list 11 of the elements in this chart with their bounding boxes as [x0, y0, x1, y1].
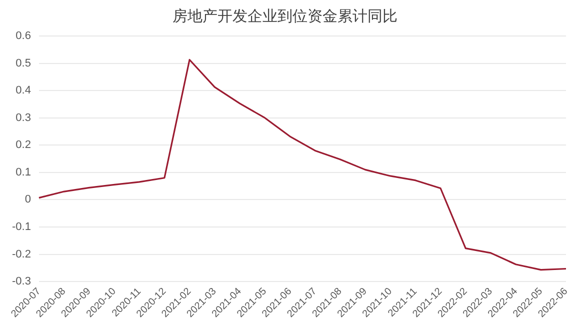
y-tick-label: 0.2 — [16, 139, 31, 152]
y-tick-label: 0.4 — [16, 84, 31, 97]
chart-title: 房地产开发企业到位资金累计同比 — [172, 8, 398, 26]
y-tick-label: -0.2 — [12, 248, 31, 260]
y-tick-label: 0.5 — [16, 57, 31, 70]
y-tick-label: 0.3 — [16, 112, 31, 124]
y-tick-label: -0.1 — [12, 221, 31, 234]
y-tick-label: 0 — [24, 194, 31, 206]
y-tick-label: 0.1 — [16, 166, 31, 178]
y-tick-label: 0.6 — [16, 30, 31, 42]
y-tick-label: -0.3 — [12, 276, 31, 288]
